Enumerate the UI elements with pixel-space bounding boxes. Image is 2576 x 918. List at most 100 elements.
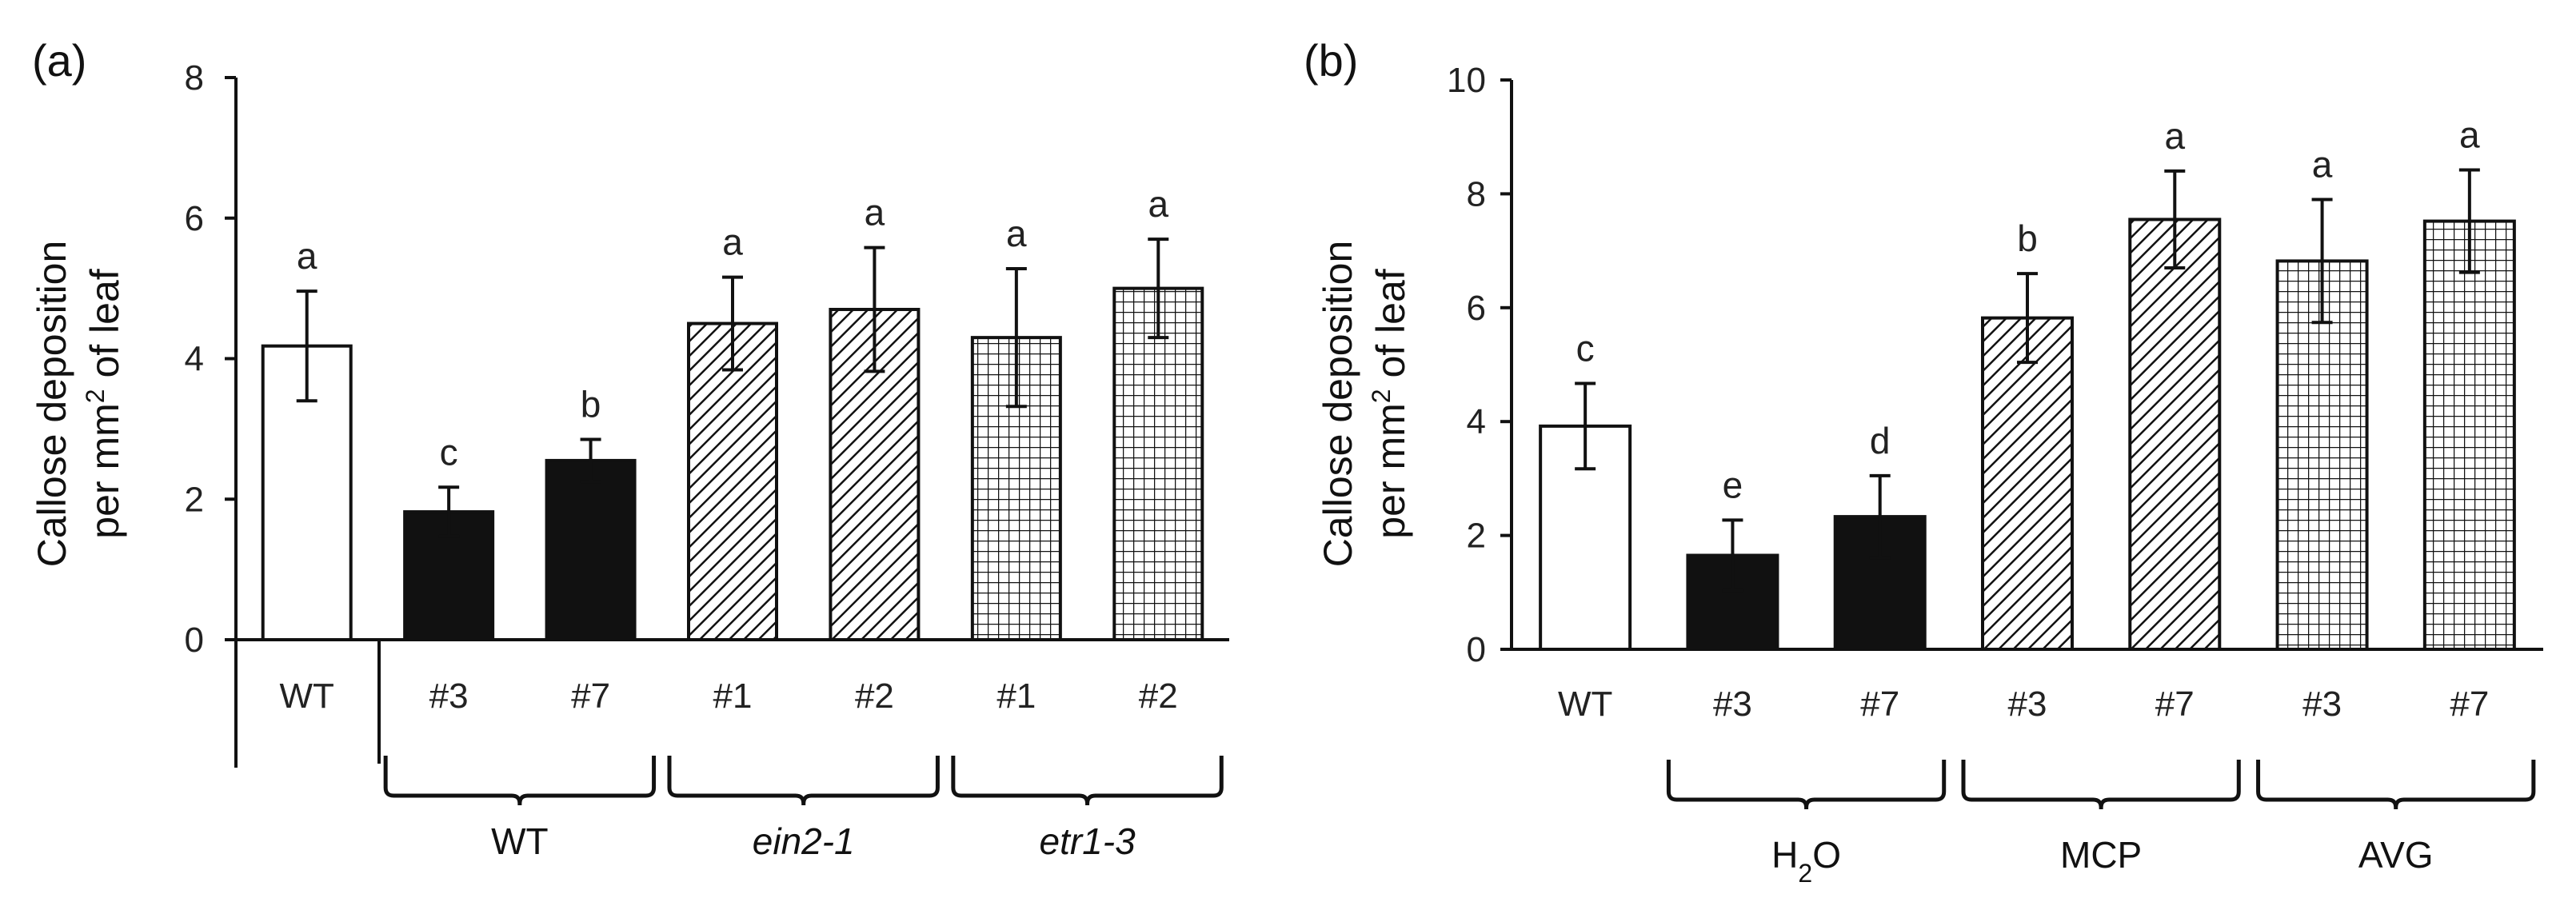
error-bar-6 — [2311, 198, 2333, 325]
x-tick-label-4: #1 — [713, 677, 753, 716]
error-bar-3 — [580, 437, 601, 484]
bar-3 — [545, 458, 637, 642]
significance-letter-5: a — [865, 192, 885, 233]
group-label-subscript: 2 — [1798, 859, 1812, 888]
y-tick-label: 0 — [185, 621, 204, 660]
panel-b-group-braces: H2O MCP AVG — [1666, 760, 2536, 888]
group-label-1: WT — [491, 820, 549, 862]
x-tick-label-7: #7 — [2450, 685, 2489, 724]
bar-4 — [1981, 316, 2074, 651]
panel-b-ylabel-line1: Callose deposition — [1316, 241, 1360, 568]
significance-letter-6: a — [1006, 213, 1027, 254]
x-tick-label-6: #1 — [996, 677, 1036, 716]
panel-b-error-bars — [1575, 168, 2480, 593]
y-tick-label: 8 — [1467, 174, 1486, 214]
error-bar-5 — [864, 245, 885, 373]
error-bar-2 — [1722, 518, 1743, 593]
y-tick-label: 4 — [185, 340, 204, 379]
panel-a-bars — [261, 286, 1204, 642]
panel-b-x-tick-labels: WT #3 #7 #3 #7 #3 #7 — [1558, 685, 2489, 724]
group-label-text: AVG — [2358, 834, 2434, 876]
bar-7 — [1112, 286, 1204, 641]
panel-a-ylabel-suffix: of leaf — [82, 269, 127, 389]
x-tick-label-2: #3 — [1713, 685, 1752, 724]
error-bar-1 — [1575, 381, 1596, 471]
panel-b-ylabel-line2: per mm2 of leaf — [1367, 269, 1413, 538]
significance-letter-3: d — [1870, 420, 1891, 461]
significance-letter-1: a — [297, 235, 318, 277]
significance-letter-4: a — [722, 222, 743, 263]
panel-a-y-ticks: 0 2 4 6 8 — [185, 58, 236, 660]
error-bar-7 — [2458, 168, 2480, 274]
x-tick-label-5: #2 — [855, 677, 894, 716]
significance-letter-6: a — [2312, 144, 2333, 186]
significance-letter-3: b — [581, 384, 601, 425]
significance-letter-7: a — [1148, 183, 1168, 225]
error-bar-7 — [1148, 237, 1169, 340]
x-tick-label-1: WT — [280, 677, 334, 716]
group-brace-1 — [383, 756, 657, 806]
error-bar-4 — [722, 275, 743, 372]
panel-b-significance-letters: c e d b a a a — [1576, 114, 2480, 505]
group-label-text: etr1-3 — [1039, 820, 1136, 862]
panel-a-ylabel-line1: Callose deposition — [30, 241, 74, 568]
panel-a-ylabel-prefix: per mm — [82, 403, 127, 538]
panel-b-y-axis-title: Callose deposition per mm2 of leaf — [1316, 241, 1413, 568]
x-tick-label-1: WT — [1558, 685, 1612, 724]
error-bar-4 — [2017, 272, 2038, 365]
panel-a-y-axis-title: Callose deposition per mm2 of leaf — [30, 241, 127, 568]
y-tick-label: 6 — [1467, 289, 1486, 328]
y-tick-label: 10 — [1447, 61, 1486, 100]
panel-a-significance-letters: a c b a a a a — [297, 183, 1169, 473]
group-brace-3 — [951, 756, 1224, 806]
group-label-text: WT — [491, 820, 549, 862]
x-tick-label-2: #3 — [429, 677, 469, 716]
panel-b: (b) Callose deposition per mm2 of leaf 0… — [1304, 35, 2543, 888]
panel-a: (a) Callose deposition per mm2 of leaf 0… — [30, 35, 1229, 862]
error-bar-6 — [1005, 267, 1027, 409]
panel-a-x-tick-labels: WT #3 #7 #1 #2 #1 #2 — [280, 677, 1178, 716]
group-label-2: ein2-1 — [753, 820, 855, 862]
y-tick-label: 8 — [185, 58, 204, 98]
x-tick-label-5: #7 — [2155, 685, 2195, 724]
group-label-text: H — [1771, 834, 1798, 876]
bar-7 — [2422, 219, 2516, 651]
panel-b-ylabel-suffix: of leaf — [1368, 269, 1413, 389]
error-bar-3 — [1869, 473, 1891, 560]
group-label-3: etr1-3 — [1039, 820, 1136, 862]
group-label-text: MCP — [2060, 834, 2142, 876]
x-tick-label-6: #3 — [2302, 685, 2342, 724]
y-tick-label: 4 — [1467, 402, 1486, 441]
panel-b-y-ticks: 0 2 4 6 8 10 — [1447, 61, 1512, 669]
group-label-3: AVG — [2358, 834, 2434, 876]
panel-b-ylabel-sup: 2 — [1367, 389, 1396, 403]
error-bar-1 — [296, 289, 318, 403]
group-brace-1 — [1666, 760, 1947, 810]
error-bar-5 — [2164, 169, 2186, 269]
panel-b-label: (b) — [1304, 35, 1358, 86]
group-brace-3 — [2256, 760, 2536, 810]
group-label-text: ein2-1 — [753, 820, 855, 862]
y-tick-label: 6 — [185, 199, 204, 238]
x-tick-label-4: #3 — [2008, 685, 2047, 724]
y-tick-label: 2 — [185, 480, 204, 519]
significance-letter-5: a — [2164, 115, 2185, 157]
group-label-2: MCP — [2060, 834, 2142, 876]
panel-b-ylabel-prefix: per mm — [1368, 403, 1413, 538]
error-bar-2 — [438, 485, 460, 538]
bar-5 — [2128, 218, 2222, 651]
x-tick-label-3: #7 — [1860, 685, 1899, 724]
significance-letter-1: c — [1576, 327, 1595, 369]
significance-letter-2: e — [1723, 464, 1743, 505]
group-brace-2 — [1961, 760, 2241, 810]
x-tick-label-7: #2 — [1139, 677, 1178, 716]
panel-a-error-bars — [296, 237, 1169, 538]
panel-a-ylabel-line2: per mm2 of leaf — [81, 269, 127, 538]
group-brace-2 — [667, 756, 940, 806]
group-label-1: H2O — [1771, 834, 1841, 888]
panel-a-ylabel-sup: 2 — [81, 389, 110, 403]
panel-a-label: (a) — [32, 35, 86, 86]
panel-a-group-braces: WT ein2-1 etr1-3 — [383, 756, 1224, 862]
significance-letter-7: a — [2459, 114, 2480, 155]
